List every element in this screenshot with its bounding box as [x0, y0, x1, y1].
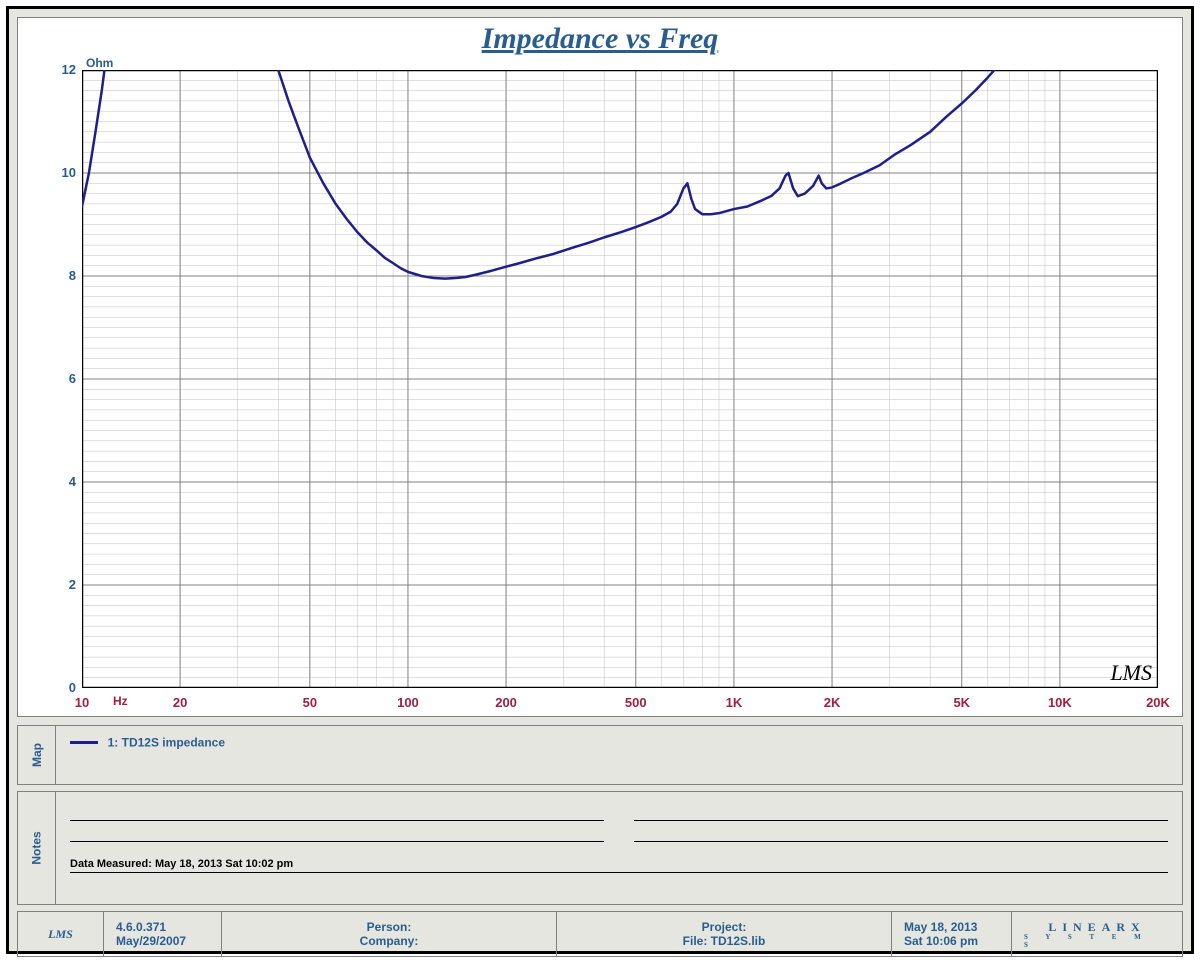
y-tick-label: 8	[18, 268, 76, 283]
x-tick-label: 2K	[824, 695, 841, 710]
legend-panel: Map 1: TD12S impedance	[17, 725, 1183, 785]
y-tick-label: 10	[18, 165, 76, 180]
x-tick-label: 5K	[953, 695, 970, 710]
y-tick-label: 0	[18, 680, 76, 695]
chart-title: Impedance vs Freq	[18, 18, 1182, 56]
legend-tab: Map	[18, 726, 56, 784]
x-tick-label: 10	[75, 695, 89, 710]
y-tick-label: 2	[18, 577, 76, 592]
x-tick-label: 20	[173, 695, 187, 710]
notes-tab: Notes	[18, 792, 56, 904]
lms-logo: LMS	[18, 912, 104, 956]
notes-tab-label: Notes	[30, 831, 44, 864]
notes-content: Data Measured: May 18, 2013 Sat 10:02 pm	[56, 792, 1182, 904]
legend-color-swatch	[70, 741, 98, 744]
impedance-line-chart	[82, 70, 1158, 688]
version-cell: 4.6.0.371 May/29/2007	[104, 912, 222, 956]
company-label: Company:	[360, 934, 419, 948]
project-label: Project:	[702, 920, 747, 934]
report-time: Sat 10:06 pm	[904, 934, 999, 948]
x-tick-label: 1K	[726, 695, 743, 710]
y-tick-label: 12	[18, 62, 76, 77]
x-tick-label: 500	[625, 695, 647, 710]
note-rule	[634, 841, 1168, 842]
y-axis-unit: Ohm	[86, 56, 113, 70]
chart-panel: Impedance vs Freq Ohm LMS Hz 0 2 4 6 8 10 12 10…	[17, 17, 1183, 717]
person-cell: Person: Company:	[222, 912, 557, 956]
brand-bottom: S Y S T E M S	[1024, 933, 1170, 949]
x-tick-label: 50	[303, 695, 317, 710]
x-tick-label: 10K	[1048, 695, 1072, 710]
legend-content: 1: TD12S impedance	[56, 726, 1182, 784]
footer-panel: LMS 4.6.0.371 May/29/2007 Person: Compan…	[17, 911, 1183, 957]
project-cell: Project: File: TD12S.lib	[557, 912, 892, 956]
plot-area: LMS	[82, 70, 1158, 688]
legend-item-label: 1: TD12S impedance	[108, 736, 225, 750]
y-tick-label: 6	[18, 371, 76, 386]
lms-watermark: LMS	[1110, 660, 1152, 686]
report-frame: Impedance vs Freq Ohm LMS Hz 0 2 4 6 8 10 12 10…	[6, 6, 1194, 954]
x-axis-unit: Hz	[113, 694, 128, 708]
note-rule	[70, 820, 604, 821]
note-rule	[634, 820, 1168, 821]
legend-tab-label: Map	[30, 743, 44, 767]
version-number: 4.6.0.371	[116, 920, 209, 934]
notes-panel: Notes Data Measured: May 18, 2013 Sat	[17, 791, 1183, 905]
linearx-logo: LINEARX S Y S T E M S	[1012, 912, 1182, 956]
file-label: File: TD12S.lib	[683, 934, 766, 948]
date-cell: May 18, 2013 Sat 10:06 pm	[892, 912, 1012, 956]
report-date: May 18, 2013	[904, 920, 999, 934]
y-tick-label: 4	[18, 474, 76, 489]
x-tick-label: 20K	[1146, 695, 1170, 710]
x-tick-label: 100	[397, 695, 419, 710]
x-tick-label: 200	[495, 695, 517, 710]
data-measured-label: Data Measured: May 18, 2013 Sat 10:02 pm	[70, 858, 1168, 873]
person-label: Person:	[367, 920, 412, 934]
note-rule	[70, 841, 604, 842]
version-date: May/29/2007	[116, 934, 209, 948]
